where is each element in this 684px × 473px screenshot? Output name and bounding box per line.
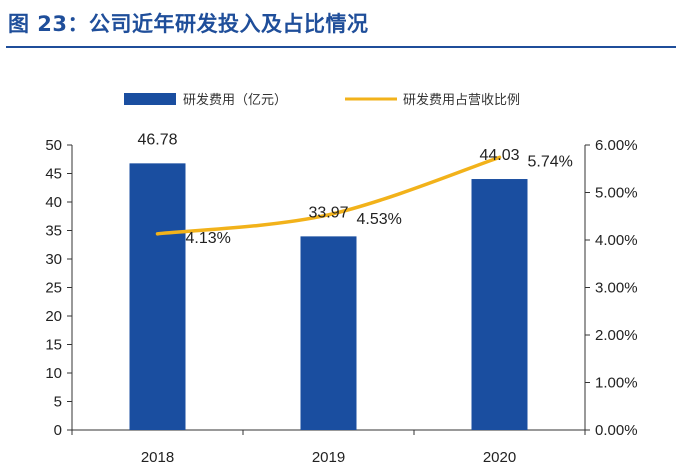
right-axis: 0.00% 1.00% 2.00% 3.00% 4.00% 5.00% 6.00% (584, 137, 638, 439)
title-divider (6, 46, 676, 48)
legend-label-bar: 研发费用（亿元） (183, 92, 287, 107)
x-axis: 2018 2019 2020 (71, 429, 586, 466)
x-tick-label: 2018 (141, 449, 174, 466)
left-tick-label: 35 (45, 223, 62, 240)
ratio-line-path (155, 155, 502, 236)
legend: 研发费用（亿元） 研发费用占营收比例 (124, 92, 520, 107)
ratio-value-label: 5.74% (528, 153, 573, 170)
right-tick-label: 5.00% (595, 185, 638, 202)
figure-title: 图 23：公司近年研发投入及占比情况 (8, 12, 369, 36)
bar (471, 179, 528, 430)
right-tick-label: 1.00% (595, 375, 638, 392)
left-tick-label: 0 (54, 422, 62, 439)
legend-swatch-bar (124, 93, 176, 105)
ratio-line (155, 155, 502, 236)
right-tick-label: 4.00% (595, 232, 638, 249)
left-tick-label: 20 (45, 308, 62, 325)
left-tick-label: 25 (45, 280, 62, 297)
x-tick-label: 2019 (312, 449, 345, 466)
ratio-value-label: 4.53% (357, 211, 402, 228)
right-tick-label: 3.00% (595, 280, 638, 297)
left-tick-label: 30 (45, 251, 62, 268)
left-tick-label: 10 (45, 365, 62, 382)
bar-value-label: 44.03 (479, 147, 519, 164)
left-axis: 0 5 10 15 20 25 30 35 40 45 50 (45, 137, 73, 439)
left-tick-label: 5 (54, 394, 62, 411)
left-tick-label: 15 (45, 337, 62, 354)
x-tick-label: 2020 (483, 449, 516, 466)
right-tick-label: 2.00% (595, 327, 638, 344)
data-labels: 46.78 33.97 44.03 4.13% 4.53% 5.74% (137, 131, 572, 246)
right-tick-label: 6.00% (595, 137, 638, 154)
bar-value-label: 33.97 (308, 204, 348, 221)
bar (129, 163, 186, 430)
bar (300, 236, 357, 430)
legend-label-line: 研发费用占营收比例 (403, 92, 520, 107)
right-tick-label: 0.00% (595, 422, 638, 439)
bars (129, 163, 528, 430)
bar-value-label: 46.78 (137, 131, 177, 148)
ratio-value-label: 4.13% (186, 230, 231, 247)
figure-header: 图 23：公司近年研发投入及占比情况 (0, 0, 684, 50)
left-tick-label: 45 (45, 166, 62, 183)
left-tick-label: 50 (45, 137, 62, 154)
left-tick-label: 40 (45, 194, 62, 211)
